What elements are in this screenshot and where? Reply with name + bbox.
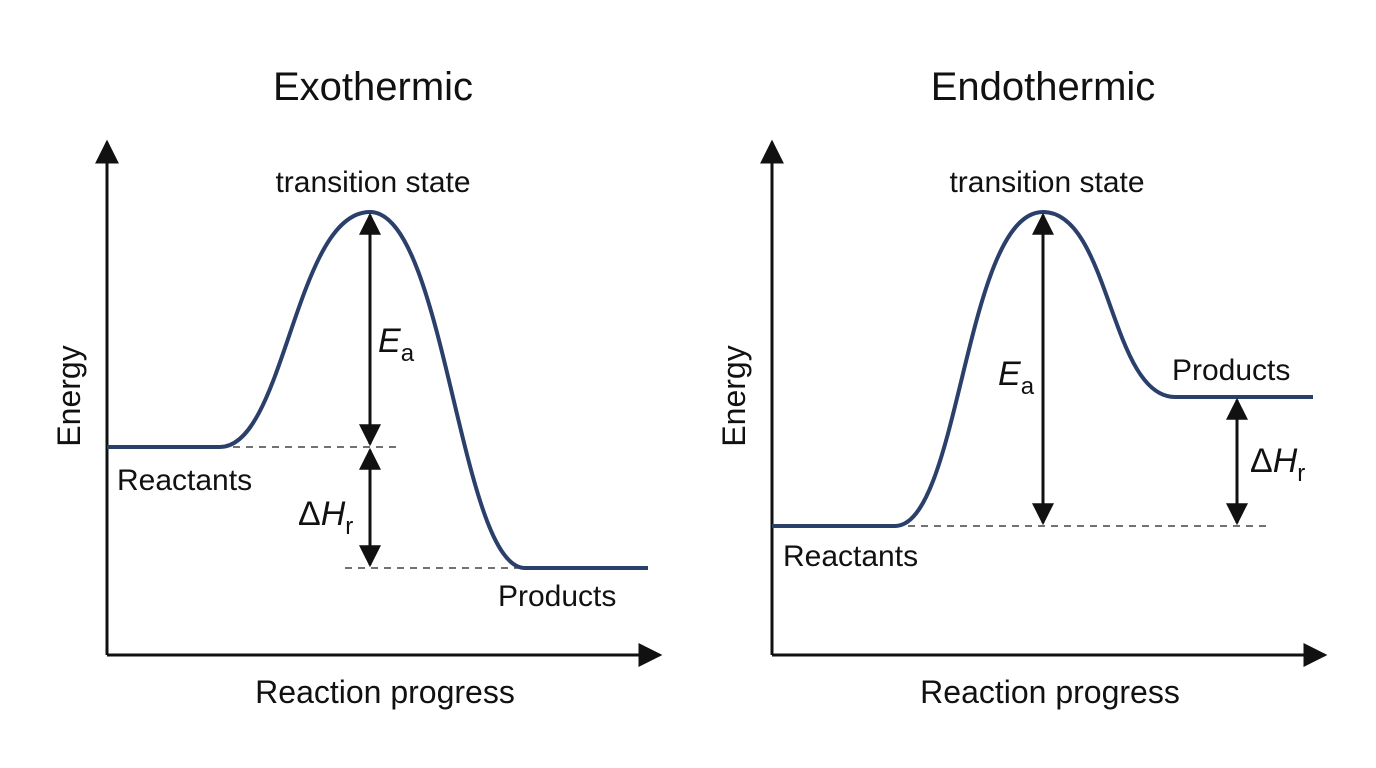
enthalpy-label: ΔHr [298, 495, 353, 540]
exothermic-panel: Exothermic Energy Reaction progress tran… [51, 65, 663, 710]
symbol: E [378, 322, 401, 360]
transition-state-label: transition state [275, 166, 470, 199]
energy-curve [107, 209, 648, 570]
reactants-label: Reactants [783, 540, 918, 573]
reactants-label: Reactants [117, 464, 252, 497]
subscript: a [1021, 373, 1035, 400]
panel-title: Exothermic [273, 65, 473, 109]
subscript: a [401, 340, 415, 367]
x-axis-label: Reaction progress [255, 674, 515, 710]
x-axis-label: Reaction progress [920, 674, 1180, 710]
products-label: Products [1172, 354, 1290, 387]
activation-energy-label: Ea [998, 355, 1035, 400]
symbol: H [321, 495, 346, 533]
transition-state-label: transition state [949, 166, 1144, 199]
delta: Δ [298, 495, 321, 533]
y-axis-label: Energy [716, 345, 752, 446]
subscript: r [1297, 460, 1305, 487]
activation-energy-label: Ea [378, 322, 415, 367]
panel-title: Endothermic [931, 65, 1156, 109]
subscript: r [345, 513, 353, 540]
y-axis-label: Energy [51, 345, 87, 446]
endothermic-panel: Endothermic Energy Reaction progress tra… [716, 65, 1328, 710]
enthalpy-label: ΔHr [1250, 442, 1305, 487]
symbol: E [998, 355, 1021, 393]
delta: Δ [1250, 442, 1273, 480]
symbol: H [1273, 442, 1298, 480]
products-label: Products [498, 580, 616, 613]
